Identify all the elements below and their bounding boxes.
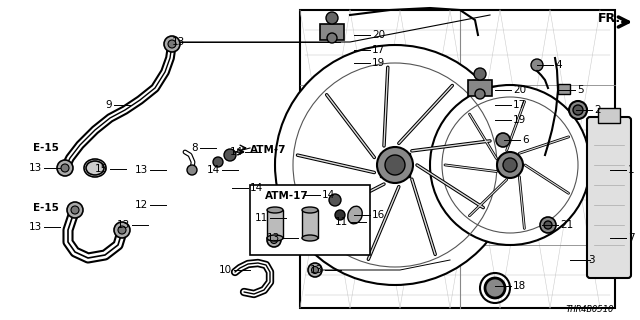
Text: 3: 3 [588, 255, 595, 265]
Circle shape [213, 157, 223, 167]
Ellipse shape [267, 235, 283, 241]
Bar [320, 24, 344, 40]
Text: 19: 19 [372, 58, 385, 68]
Ellipse shape [267, 207, 283, 213]
Text: 18: 18 [513, 281, 526, 291]
Circle shape [61, 164, 69, 172]
Circle shape [71, 206, 79, 214]
Text: 10: 10 [219, 265, 232, 275]
Text: 19: 19 [513, 115, 526, 125]
Circle shape [312, 267, 319, 274]
Bar [380, 153, 410, 177]
Circle shape [503, 158, 517, 172]
Circle shape [540, 217, 556, 233]
Ellipse shape [86, 161, 104, 175]
FancyBboxPatch shape [587, 117, 631, 278]
Circle shape [385, 155, 405, 175]
Circle shape [485, 278, 505, 298]
Text: 13: 13 [29, 163, 42, 173]
Text: 16: 16 [372, 210, 385, 220]
Circle shape [67, 202, 83, 218]
Circle shape [308, 263, 322, 277]
Text: 17: 17 [513, 100, 526, 110]
Text: 14: 14 [250, 183, 263, 193]
Text: 15: 15 [95, 164, 108, 174]
Circle shape [275, 45, 515, 285]
Text: E-15: E-15 [33, 143, 59, 153]
Text: 14: 14 [322, 190, 335, 200]
Text: 20: 20 [372, 30, 385, 40]
Text: 13: 13 [135, 165, 148, 175]
Text: 17: 17 [372, 45, 385, 55]
Circle shape [544, 221, 552, 229]
Circle shape [474, 68, 486, 80]
Ellipse shape [302, 207, 318, 213]
Text: 9: 9 [106, 100, 112, 110]
Text: 14: 14 [207, 165, 220, 175]
Text: THR4B0510: THR4B0510 [565, 306, 613, 315]
Text: 20: 20 [513, 85, 526, 95]
Text: ATM-7: ATM-7 [250, 145, 287, 155]
Circle shape [267, 233, 281, 247]
Circle shape [475, 89, 485, 99]
Text: 11: 11 [255, 213, 268, 223]
Text: 2: 2 [594, 105, 600, 115]
Text: 1: 1 [628, 165, 635, 175]
Text: FR.: FR. [598, 12, 621, 25]
Circle shape [377, 147, 413, 183]
Text: 13: 13 [267, 233, 280, 243]
Bar [267, 210, 283, 238]
Circle shape [224, 149, 236, 161]
Text: 8: 8 [191, 143, 198, 153]
Text: 14: 14 [230, 147, 243, 157]
Bar [250, 185, 370, 255]
Bar [598, 108, 620, 123]
Bar [468, 80, 492, 96]
Bar [558, 84, 570, 94]
Text: 12: 12 [135, 200, 148, 210]
Circle shape [329, 194, 341, 206]
Circle shape [168, 40, 176, 48]
Text: 13: 13 [310, 265, 323, 275]
Text: 13: 13 [116, 220, 130, 230]
Circle shape [430, 85, 590, 245]
Text: 5: 5 [577, 85, 584, 95]
Circle shape [114, 222, 130, 238]
Text: 13: 13 [172, 37, 185, 47]
Circle shape [57, 160, 73, 176]
Circle shape [187, 165, 197, 175]
Circle shape [573, 105, 583, 115]
Circle shape [569, 101, 587, 119]
Circle shape [327, 33, 337, 43]
Circle shape [496, 133, 510, 147]
Circle shape [531, 59, 543, 71]
Text: 7: 7 [628, 233, 635, 243]
Text: 11: 11 [335, 217, 348, 227]
Ellipse shape [348, 206, 362, 224]
Text: 13: 13 [29, 222, 42, 232]
Circle shape [326, 12, 338, 24]
Bar [302, 210, 318, 238]
Circle shape [335, 210, 345, 220]
Bar [300, 10, 615, 308]
Circle shape [497, 152, 523, 178]
Circle shape [271, 236, 278, 244]
Circle shape [118, 226, 126, 234]
Text: 4: 4 [555, 60, 562, 70]
Text: E-15: E-15 [33, 203, 59, 213]
Text: 6: 6 [522, 135, 529, 145]
Text: 21: 21 [560, 220, 573, 230]
Circle shape [164, 36, 180, 52]
Ellipse shape [302, 235, 318, 241]
Text: ATM-17: ATM-17 [265, 191, 308, 201]
